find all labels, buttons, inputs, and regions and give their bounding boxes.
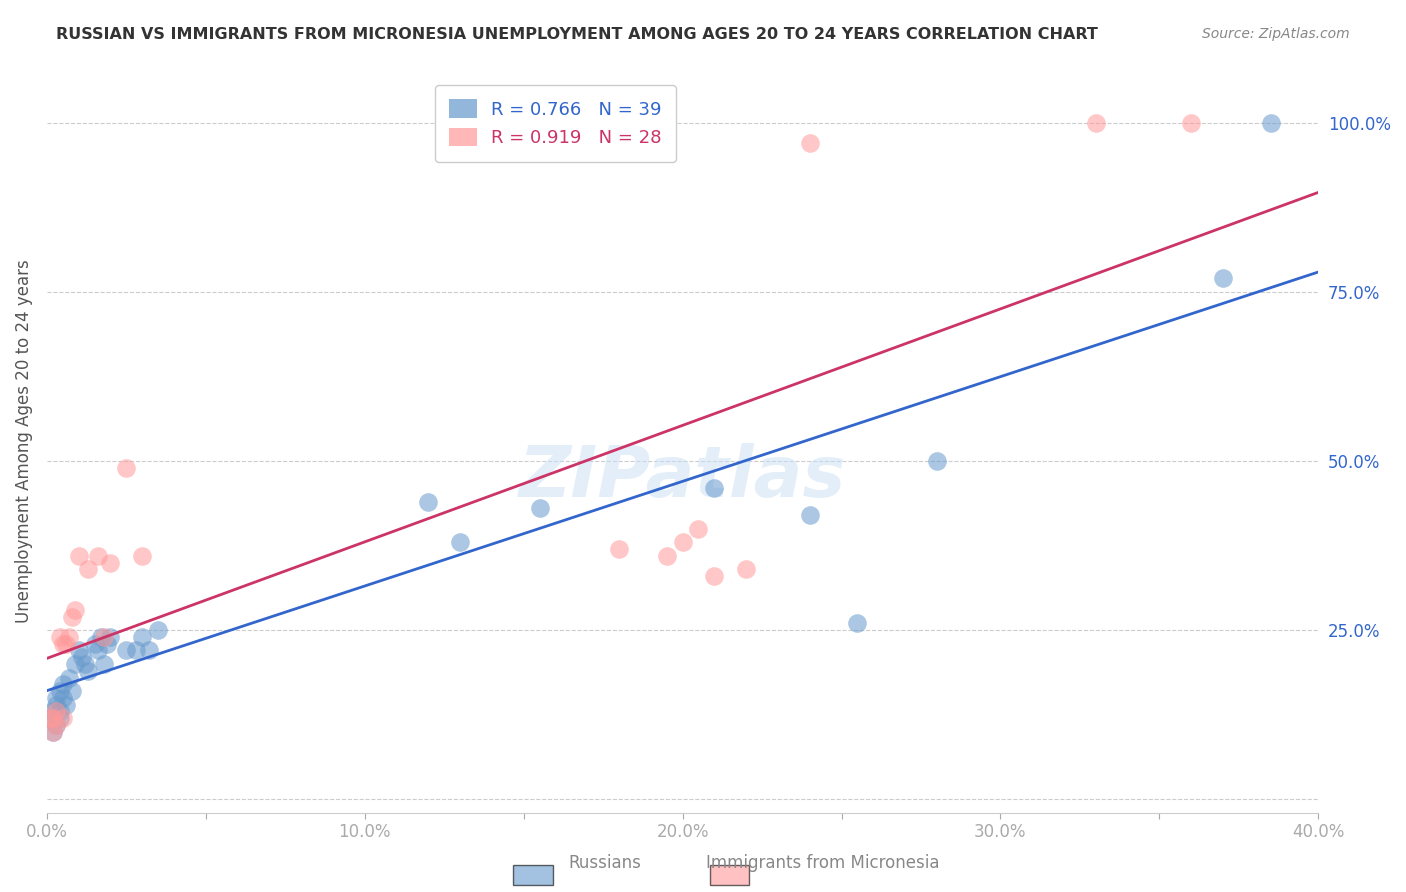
Point (45, 690, 67, 705)
Point (52, 637, 75, 651)
Point (449, 535, 471, 549)
Point (607, 541, 630, 556)
Point (125, 643, 148, 657)
Point (1084, 116, 1107, 130)
Text: ZIPatlas: ZIPatlas (519, 443, 846, 512)
Point (1180, 116, 1202, 130)
Point (48, 711, 70, 725)
Point (45, 698, 67, 712)
Point (77, 562, 100, 576)
Point (77, 664, 100, 678)
Point (65, 657, 87, 671)
Point (48, 630, 70, 644)
Text: RUSSIAN VS IMMIGRANTS FROM MICRONESIA UNEMPLOYMENT AMONG AGES 20 TO 24 YEARS COR: RUSSIAN VS IMMIGRANTS FROM MICRONESIA UN… (56, 27, 1098, 42)
Point (131, 630, 153, 644)
Point (58, 630, 80, 644)
Point (52, 677, 75, 691)
Text: Immigrants from Micronesia: Immigrants from Micronesia (706, 855, 939, 872)
Point (115, 460, 138, 475)
Point (131, 549, 153, 563)
Point (42, 711, 65, 725)
Point (100, 630, 122, 644)
Point (925, 454, 948, 468)
Point (45, 718, 67, 732)
Point (1212, 271, 1234, 285)
Point (418, 494, 440, 508)
Point (1260, 116, 1282, 130)
Point (655, 549, 678, 563)
Point (703, 569, 725, 583)
Point (52, 690, 75, 705)
Point (100, 556, 122, 570)
Point (45, 705, 67, 719)
Point (90, 630, 112, 644)
Point (529, 501, 551, 516)
Point (87, 549, 110, 563)
Legend: R = 0.766   N = 39, R = 0.919   N = 28: R = 0.766 N = 39, R = 0.919 N = 28 (434, 85, 676, 161)
Point (735, 562, 758, 576)
Point (115, 643, 138, 657)
Point (65, 603, 87, 617)
Point (799, 136, 821, 150)
Point (83, 637, 105, 651)
Point (703, 481, 725, 495)
Point (42, 705, 65, 719)
Text: Russians: Russians (568, 855, 641, 872)
Point (138, 643, 160, 657)
Point (67, 549, 90, 563)
Point (55, 698, 77, 712)
Text: Source: ZipAtlas.com: Source: ZipAtlas.com (1202, 27, 1350, 41)
Point (39, 711, 62, 725)
Point (93, 630, 115, 644)
Point (39, 711, 62, 725)
Point (87, 643, 110, 657)
Point (52, 711, 75, 725)
Point (42, 724, 65, 739)
Point (58, 671, 80, 685)
Point (45, 718, 67, 732)
Point (93, 657, 115, 671)
Point (48, 684, 70, 698)
Point (846, 616, 869, 631)
Point (688, 522, 710, 536)
Point (60, 609, 83, 624)
Point (48, 705, 70, 719)
Point (67, 643, 90, 657)
Point (73, 657, 96, 671)
Y-axis label: Unemployment Among Ages 20 to 24 years: Unemployment Among Ages 20 to 24 years (15, 259, 32, 623)
Point (70, 650, 93, 665)
Point (60, 684, 83, 698)
Point (799, 508, 821, 523)
Point (146, 623, 169, 637)
Point (55, 637, 77, 651)
Point (96, 637, 118, 651)
Point (42, 724, 65, 739)
Point (671, 535, 693, 549)
